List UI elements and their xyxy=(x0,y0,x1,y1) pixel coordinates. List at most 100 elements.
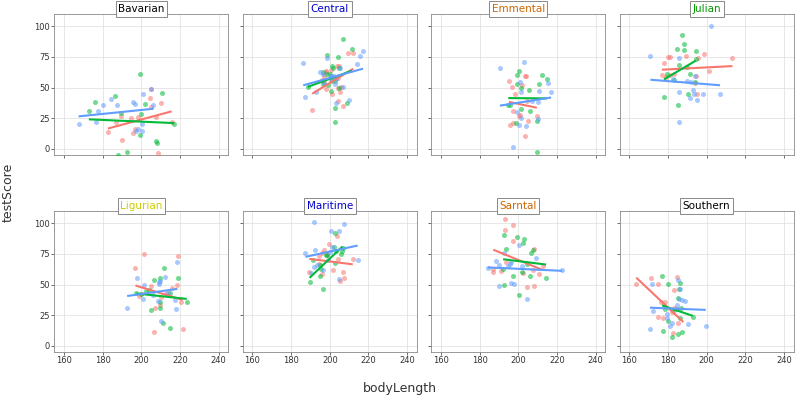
Point xyxy=(154,302,166,309)
Text: testScore: testScore xyxy=(2,162,14,222)
Point xyxy=(325,67,338,73)
Point xyxy=(677,353,690,359)
Point xyxy=(170,281,183,288)
Point xyxy=(135,111,148,117)
Point xyxy=(672,62,685,68)
Point xyxy=(303,278,316,285)
Point xyxy=(518,59,530,65)
Point xyxy=(317,81,330,88)
Point xyxy=(336,244,349,251)
Point xyxy=(514,112,527,118)
Point xyxy=(327,244,340,250)
Point xyxy=(655,71,668,78)
Point xyxy=(331,75,344,82)
Point xyxy=(171,259,184,265)
Point xyxy=(302,84,314,90)
Point xyxy=(519,133,532,139)
Point xyxy=(351,60,364,67)
Point xyxy=(672,88,685,95)
Point xyxy=(327,267,340,274)
Point xyxy=(328,78,341,84)
Point xyxy=(702,68,715,74)
Point xyxy=(326,244,338,250)
Point xyxy=(516,82,529,88)
Point xyxy=(687,86,700,93)
Point xyxy=(317,71,330,77)
Point xyxy=(297,60,310,66)
Point xyxy=(674,286,686,292)
Point xyxy=(321,55,334,62)
Point xyxy=(329,260,342,266)
Point xyxy=(134,291,147,297)
Point xyxy=(338,220,350,227)
Point xyxy=(168,121,181,128)
Point xyxy=(535,72,548,78)
Point xyxy=(307,264,320,270)
Point xyxy=(668,77,681,84)
Point xyxy=(516,269,529,275)
Point xyxy=(666,309,678,315)
Point xyxy=(691,96,704,103)
Point xyxy=(306,107,318,113)
Point xyxy=(514,79,526,86)
Point xyxy=(661,315,674,322)
Point xyxy=(672,320,685,326)
Point xyxy=(330,76,342,82)
Point xyxy=(318,247,330,253)
Point xyxy=(336,103,349,109)
Point xyxy=(121,305,134,311)
Point xyxy=(313,261,326,267)
Point xyxy=(672,294,685,301)
Point xyxy=(145,104,158,110)
Point xyxy=(556,266,569,273)
Point xyxy=(151,140,164,147)
Title: Sarntal: Sarntal xyxy=(499,201,537,211)
Point xyxy=(672,276,685,283)
Point xyxy=(658,299,671,306)
Point xyxy=(667,287,680,293)
Point xyxy=(148,328,161,335)
Point xyxy=(654,299,667,306)
Point xyxy=(674,280,686,286)
Point xyxy=(521,261,534,267)
Point xyxy=(323,249,336,256)
Point xyxy=(497,266,510,272)
Point xyxy=(325,77,338,84)
Point xyxy=(487,268,500,275)
Title: Southern: Southern xyxy=(682,201,730,211)
Point xyxy=(309,247,322,253)
Point xyxy=(673,286,686,292)
Point xyxy=(332,54,345,60)
Point xyxy=(666,334,678,340)
Point xyxy=(513,242,526,248)
Title: Maritime: Maritime xyxy=(306,201,353,211)
Point xyxy=(303,268,316,275)
Point xyxy=(482,265,494,271)
Point xyxy=(157,320,170,326)
Point xyxy=(514,115,527,122)
Point xyxy=(329,229,342,236)
Point xyxy=(323,71,336,77)
Point xyxy=(148,277,161,284)
Point xyxy=(494,64,506,71)
Point xyxy=(697,91,710,98)
Point xyxy=(82,108,95,114)
Point xyxy=(320,86,333,92)
Point xyxy=(675,297,688,303)
Point xyxy=(662,280,674,287)
Point xyxy=(525,250,538,256)
Point xyxy=(326,63,338,70)
Point xyxy=(325,88,338,95)
Point xyxy=(334,89,346,95)
Point xyxy=(502,263,514,269)
Point xyxy=(327,73,340,79)
Point xyxy=(672,119,685,125)
Point xyxy=(330,248,342,254)
Point xyxy=(89,99,102,105)
Point xyxy=(530,118,543,124)
Point xyxy=(657,328,670,334)
Point xyxy=(656,273,669,279)
Point xyxy=(675,32,688,38)
Point xyxy=(520,73,533,79)
Point xyxy=(318,73,330,80)
